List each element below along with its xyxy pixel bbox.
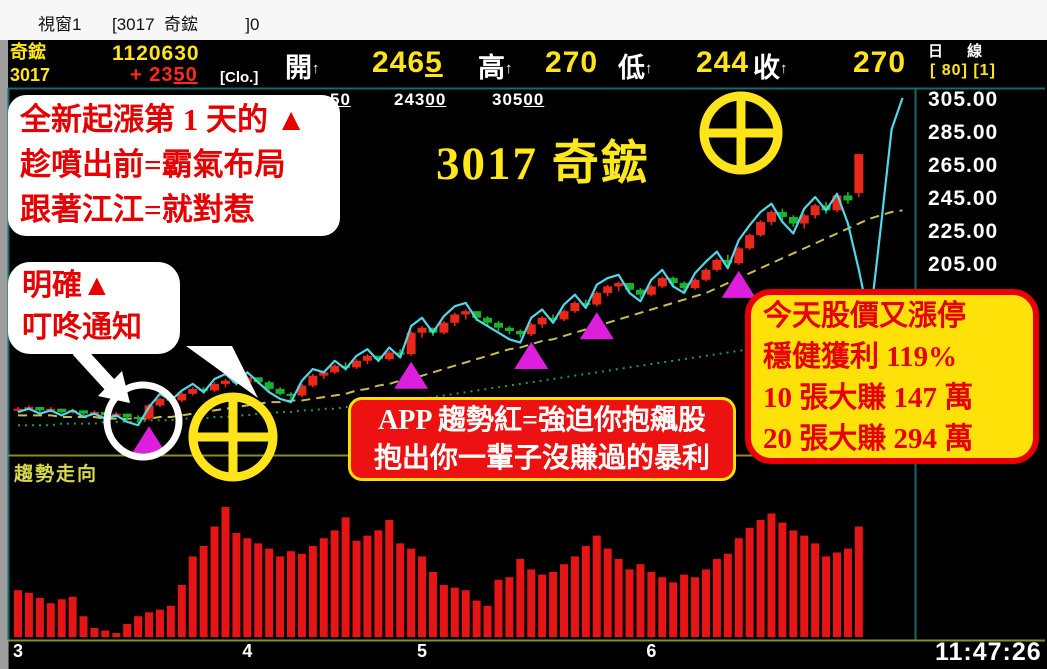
price-axis-label: 265.00 [928, 154, 999, 177]
price-axis-label: 285.00 [928, 121, 999, 144]
low-label: 低↑ [618, 53, 653, 83]
price-axis-label: 245.00 [928, 187, 999, 210]
time-axis-label: 5 [417, 641, 428, 661]
period-params: [ 80] [1] [930, 62, 996, 79]
high-label: 高↑ [478, 53, 513, 83]
close-value: 270 [853, 46, 907, 79]
stock-watermark: 3017 奇鋐 [436, 138, 650, 190]
annotation-profit-box: 今天股價又漲停 穩健獲利 119% 10 張大賺 147 萬 20 張大賺 294 萬 [745, 289, 1039, 464]
up-arrow-icon: ↑ [312, 60, 320, 77]
price-axis-label: 225.00 [928, 220, 999, 243]
open-value: 2465 [372, 46, 443, 79]
range-value-2: 24300 [394, 90, 447, 109]
close-label: 收↑ [753, 53, 788, 83]
high-value: 270 [545, 46, 599, 79]
close-mode-label: [Clo.] [220, 69, 259, 86]
annotation-line: 叮咚通知 [22, 311, 142, 344]
quote-change: + 2350 [130, 64, 198, 86]
annotation-line: 趁噴出前=霸氣布局 [20, 147, 286, 182]
volume-panel-label: 趨勢走向 [14, 464, 99, 485]
up-arrow-icon: ↑ [645, 60, 653, 77]
annotation-alert-bubble: 明確▲ 叮咚通知 [8, 262, 180, 354]
clock: 11:47:26 [935, 638, 1042, 666]
time-axis-label: 6 [646, 641, 657, 661]
window-title: 視窗1 [38, 15, 82, 34]
stock-name: 奇鋐 [10, 42, 46, 62]
time-axis-label: 4 [242, 641, 253, 661]
annotation-line: APP 趨勢紅=強迫你抱飆股 [378, 405, 706, 436]
annotation-line: 全新起漲第 1 天的 ▲ [20, 102, 307, 137]
annotation-top-left-box: 全新起漲第 1 天的 ▲ 趁噴出前=霸氣布局 跟著江江=就對惹 [8, 95, 340, 236]
annotation-app-box: APP 趨勢紅=強迫你抱飆股 抱出你一輩子沒賺過的暴利 [348, 397, 736, 481]
annotation-line: 今天股價又漲停 [763, 300, 967, 332]
annotation-line: 20 張大賺 294 萬 [763, 423, 974, 455]
stock-name-code: 奇鋐 3017 [10, 41, 50, 87]
annotation-line: 明確▲ [22, 269, 112, 302]
annotation-line: 抱出你一輩子沒賺過的暴利 [373, 443, 710, 474]
annotation-line: 穩健獲利 119% [763, 341, 958, 373]
annotation-line: 跟著江江=就對惹 [20, 192, 255, 227]
window-title-stock: [3017 奇鋐 ]0 [112, 15, 260, 34]
up-arrow-icon: ↑ [780, 60, 788, 77]
range-value-3: 30500 [492, 90, 545, 109]
price-axis-label: 205.00 [928, 253, 999, 276]
quote-header: 奇鋐 3017 1120630 + 2350 [Clo.] 開↑ 2465 高↑… [8, 40, 1047, 88]
up-arrow-icon: ↑ [505, 60, 513, 77]
stock-code: 3017 [10, 65, 51, 85]
period-label[interactable]: 日 線 [928, 43, 993, 60]
quote-date: 1120630 [112, 42, 200, 65]
open-label: 開↑ [285, 53, 320, 83]
annotation-line: 10 張大賺 147 萬 [763, 382, 974, 414]
price-axis-label: 305.00 [928, 88, 999, 111]
low-value: 244 [696, 46, 750, 79]
time-axis-label: 3 [13, 641, 24, 661]
